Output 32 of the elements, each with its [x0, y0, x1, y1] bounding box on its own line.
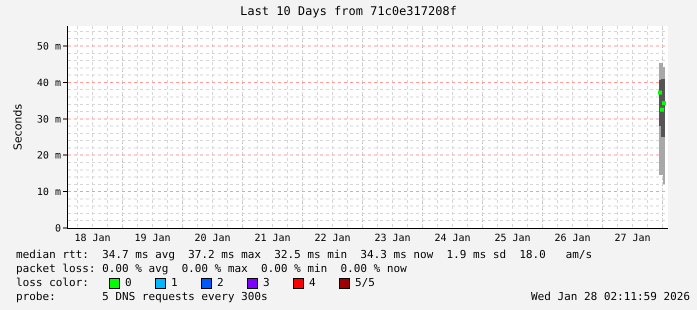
text: median rtt: 34.7 ms avg 37.2 ms max 32.5 ms min 34.3 ms now 1.9 ms sd 18.0 am/s	[16, 248, 592, 261]
y-axis-title: Seconds	[12, 104, 25, 150]
x-tick-label: 20 Jan	[194, 233, 231, 244]
text: 1	[171, 276, 178, 289]
x-tick-label: 18 Jan	[74, 233, 111, 244]
x-tick-label: 24 Jan	[434, 233, 471, 244]
x-tick-label: 27 Jan	[614, 233, 651, 244]
x-tick-label: 21 Jan	[254, 233, 291, 244]
y-tick-label: 0	[54, 224, 61, 234]
chart-title: Last 10 Days from 71c0e317208f	[240, 4, 457, 18]
text: 2	[217, 276, 224, 289]
x-tick-label: 22 Jan	[314, 233, 351, 244]
point	[662, 101, 666, 106]
text: 3	[263, 276, 270, 289]
text: 0	[125, 276, 132, 289]
text: probe: 5 DNS requests every 300s	[16, 290, 268, 303]
text: 4	[309, 276, 316, 289]
y-tick-label: 40 m	[36, 78, 61, 89]
text: packet loss: 0.00 % avg 0.00 % max 0.00 % min 0.00 % now	[16, 262, 407, 275]
y-tick-label: 50 m	[36, 42, 61, 53]
point	[660, 108, 664, 112]
x-tick-label: 25 Jan	[494, 233, 531, 244]
x-tick-label: 26 Jan	[554, 233, 591, 244]
x-tick-label: 23 Jan	[374, 233, 411, 244]
text: Wed Jan 28 02:11:59 2026	[531, 290, 690, 303]
text: 5/5	[355, 276, 375, 289]
text: loss color:	[16, 276, 89, 289]
y-tick-label: 10 m	[36, 187, 61, 198]
x-tick-label: 19 Jan	[134, 233, 171, 244]
point	[658, 90, 662, 95]
y-tick-label: 20 m	[36, 150, 61, 162]
y-tick-label: 30 m	[36, 114, 61, 126]
